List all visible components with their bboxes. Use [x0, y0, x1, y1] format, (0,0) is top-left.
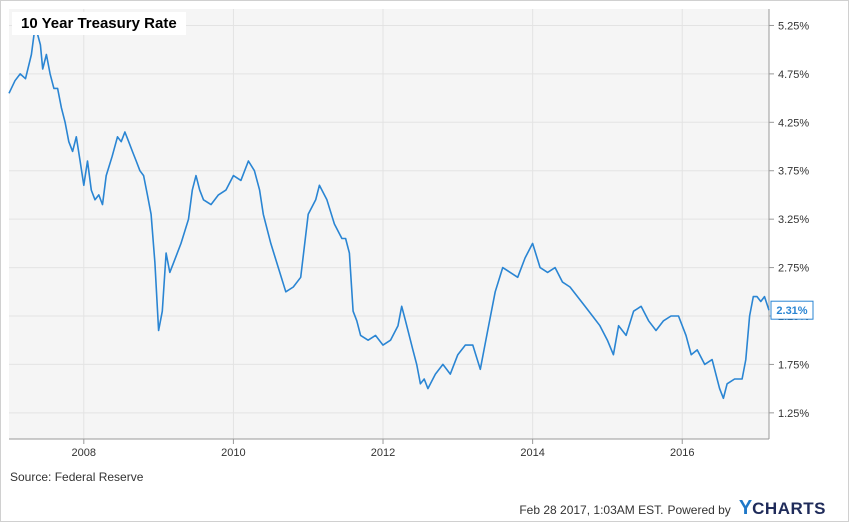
last-value-label: 2.31% [776, 305, 807, 317]
chart-title: 10 Year Treasury Rate [12, 12, 186, 35]
brand-rest: CHARTS [752, 499, 826, 518]
plot-area [9, 9, 769, 439]
axes [9, 9, 774, 444]
footer-powered-by: Powered by [667, 503, 731, 517]
y-tick-label: 3.75% [778, 166, 809, 178]
x-tick-label: 2008 [72, 447, 96, 459]
y-tick-label: 2.75% [778, 263, 809, 275]
x-tick-label: 2014 [520, 447, 544, 459]
x-tick-label: 2016 [670, 447, 694, 459]
ycharts-logo[interactable]: YCHARTS [735, 497, 826, 520]
y-tick-label: 1.75% [778, 359, 809, 371]
x-tick-label: 2012 [371, 447, 395, 459]
y-tick-label: 4.25% [778, 117, 809, 129]
footer-timestamp: Feb 28 2017, 1:03AM EST. [519, 503, 664, 517]
y-tick-label: 1.25% [778, 408, 809, 420]
footer: Feb 28 2017, 1:03AM EST. Powered by YCHA… [519, 497, 826, 520]
series-layer [8, 24, 770, 400]
last-value-box [770, 300, 814, 320]
y-tick-label: 5.25% [778, 20, 809, 32]
x-tick-label: 2010 [221, 447, 245, 459]
series-line [8, 24, 770, 400]
brand-y: Y [738, 497, 753, 519]
source-note: Source: Federal Reserve [10, 470, 144, 484]
last-value-badge: 2.31% [770, 300, 814, 320]
y-tick-label: 3.25% [778, 214, 809, 226]
y-tick-label: 4.75% [778, 69, 809, 81]
